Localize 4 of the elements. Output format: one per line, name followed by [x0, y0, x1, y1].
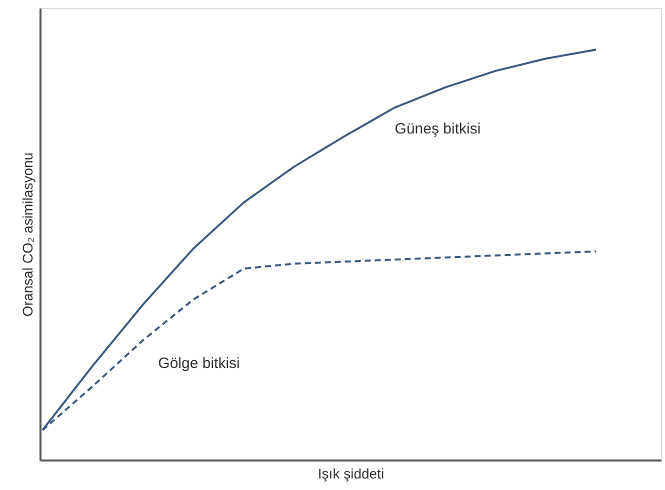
- series-label: Gölge bitkisi: [158, 355, 240, 372]
- y-axis-title: Oransal CO₂ asimilasyonu: [20, 152, 36, 317]
- x-axis-title: Işık şiddeti: [318, 466, 384, 482]
- series-label: Güneş bitkisi: [394, 120, 481, 138]
